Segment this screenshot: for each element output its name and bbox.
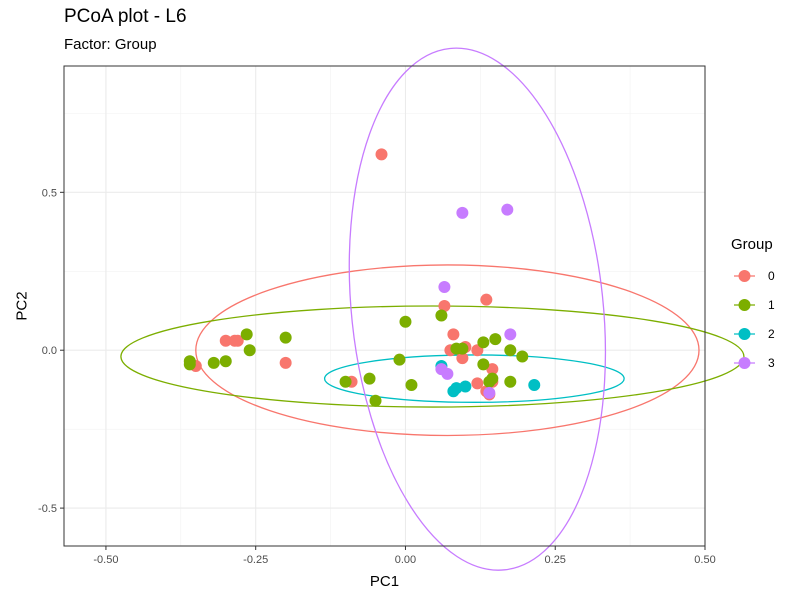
point-group-3 <box>504 328 517 341</box>
x-tick-label: -0.25 <box>243 554 268 566</box>
legend-label-1: 1 <box>768 298 775 312</box>
point-group-1 <box>369 394 382 407</box>
point-group-1 <box>456 342 469 355</box>
point-group-0 <box>486 363 499 376</box>
legend-label-3: 3 <box>768 356 775 370</box>
point-group-1 <box>183 358 196 371</box>
point-group-0 <box>438 300 451 312</box>
point-group-2 <box>459 380 472 393</box>
x-tick-label: 0.00 <box>395 554 416 566</box>
point-group-3 <box>456 206 469 219</box>
point-group-3 <box>483 386 496 399</box>
x-tick-label: -0.50 <box>93 554 118 566</box>
point-group-0 <box>471 377 484 390</box>
point-group-1 <box>489 333 502 346</box>
point-group-1 <box>219 355 232 368</box>
ellipse-group-3 <box>348 47 607 571</box>
group-ellipses <box>120 47 745 571</box>
ellipse-group-0 <box>195 264 700 437</box>
point-group-1 <box>240 328 253 341</box>
point-group-0 <box>279 356 292 369</box>
x-axis-ticks: -0.50 -0.25 0.00 0.25 0.50 <box>93 546 716 566</box>
point-group-0 <box>219 334 232 347</box>
point-group-2 <box>528 378 541 391</box>
chart-subtitle: Factor: Group <box>64 36 157 53</box>
point-group-1 <box>504 375 517 388</box>
point-group-1 <box>279 331 292 344</box>
point-group-1 <box>363 372 376 385</box>
legend-key-point <box>738 328 751 340</box>
legend-key-point <box>738 270 751 282</box>
point-group-1 <box>393 353 406 366</box>
point-group-1 <box>504 344 517 357</box>
point-group-1 <box>399 315 412 328</box>
point-group-3 <box>501 203 514 216</box>
legend-key-point <box>738 299 751 311</box>
chart-title: PCoA plot - L6 <box>64 6 187 27</box>
point-group-1 <box>477 336 490 349</box>
legend: Group 0 1 2 3 <box>731 236 775 370</box>
x-tick-label: 0.25 <box>545 554 566 566</box>
point-group-0 <box>447 328 460 341</box>
ellipse-group-1 <box>120 305 745 408</box>
y-tick-label: 0.0 <box>42 345 57 357</box>
point-group-1 <box>243 344 256 357</box>
point-group-3 <box>441 367 454 380</box>
point-group-1 <box>516 350 529 363</box>
point-group-1 <box>339 375 352 388</box>
point-group-1 <box>207 356 220 369</box>
point-group-1 <box>483 375 496 388</box>
x-tick-label: 0.50 <box>694 554 715 566</box>
point-group-0 <box>231 334 244 347</box>
point-group-0 <box>456 352 469 365</box>
y-axis-ticks: -0.5 0.0 0.5 <box>38 187 64 515</box>
point-group-2 <box>450 382 463 395</box>
data-points <box>183 148 541 407</box>
legend-label-2: 2 <box>768 327 775 341</box>
legend-title: Group <box>731 236 773 253</box>
x-axis-title: PC1 <box>370 573 399 590</box>
point-group-0 <box>480 293 493 306</box>
point-group-1 <box>477 358 490 371</box>
y-axis-title: PC2 <box>13 291 30 320</box>
y-tick-label: -0.5 <box>38 503 57 515</box>
legend-items: 0 1 2 3 <box>734 269 775 370</box>
point-group-0 <box>375 148 388 161</box>
legend-key-point <box>738 357 751 369</box>
legend-label-0: 0 <box>768 269 775 283</box>
panel-border <box>63 65 706 547</box>
point-group-1 <box>405 378 418 391</box>
point-group-3 <box>438 281 451 294</box>
y-tick-label: 0.5 <box>42 187 57 199</box>
point-group-1 <box>435 309 448 322</box>
